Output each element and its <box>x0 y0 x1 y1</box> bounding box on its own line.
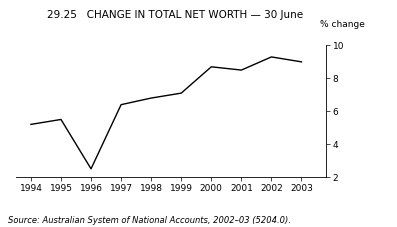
Text: Source: Australian System of National Accounts, 2002–03 (5204.0).: Source: Australian System of National Ac… <box>8 216 291 225</box>
Text: % change: % change <box>320 20 364 29</box>
Text: 29.25   CHANGE IN TOTAL NET WORTH — 30 June: 29.25 CHANGE IN TOTAL NET WORTH — 30 Jun… <box>46 10 303 20</box>
